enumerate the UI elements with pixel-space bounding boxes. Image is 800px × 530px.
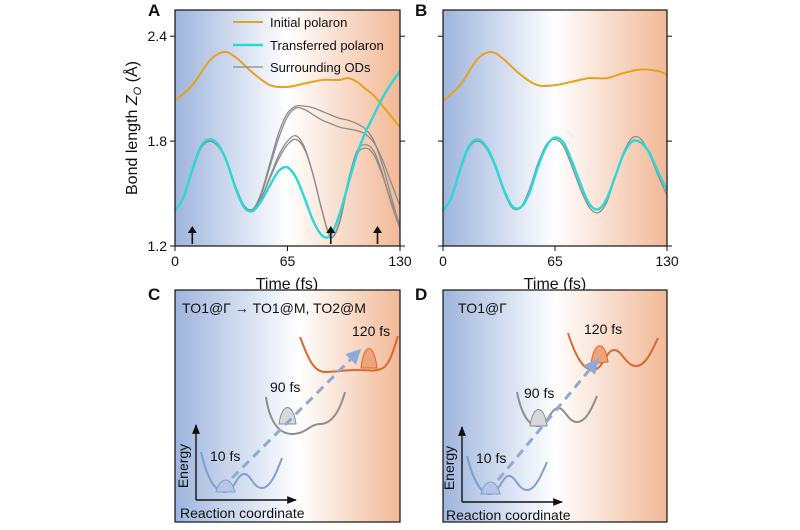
panel-d-wavepacket-10fs xyxy=(480,481,501,495)
panel-d-label-90fs: 90 fs xyxy=(524,385,554,401)
panel-c-frame xyxy=(174,289,401,523)
panel-a-xlabel: Time (fs) xyxy=(256,276,319,293)
panel-c-well-90fs xyxy=(265,391,346,436)
panel-label-a: A xyxy=(148,1,160,20)
time-marker-arrowhead xyxy=(187,226,197,233)
time-marker-arrowhead xyxy=(373,226,382,233)
panel-c-wavepacket-120fs xyxy=(360,348,378,369)
panel-a-ytick-label: 1.8 xyxy=(148,133,168,149)
panel-a-series-transferred-line xyxy=(173,70,401,239)
panel-c-title: TO1@Γ → TO1@M, TO2@M xyxy=(182,300,366,316)
panel-d-frame xyxy=(442,289,668,523)
panel-label-c: C xyxy=(148,285,160,304)
legend: Initial polaron Transferred polaron Surr… xyxy=(233,15,384,75)
panel-d: D TO1@Γ Energy Reaction coordinate 10 fs… xyxy=(415,285,668,523)
panel-c-label-90fs: 90 fs xyxy=(270,379,300,395)
panel-b-ticks: 0 65 130 xyxy=(438,35,679,269)
panel-d-label-10fs: 10 fs xyxy=(476,450,506,466)
panel-a-arrows xyxy=(187,226,382,244)
panel-b-series-transferred-line xyxy=(441,136,669,212)
panel-c-energy-label: Energy xyxy=(175,444,191,488)
panel-d-energy-label: Energy xyxy=(441,446,457,490)
panel-label-d: D xyxy=(415,285,427,304)
panel-a-ylabel: Bond length ZO (Å) xyxy=(122,61,144,195)
panel-d-background xyxy=(443,290,667,522)
panel-a-ticks: 0 65 130 1.2 1.8 2.4 xyxy=(148,28,412,269)
panel-b-xlabel: Time (fs) xyxy=(524,276,587,293)
legend-surrounding: Surrounding ODs xyxy=(270,60,371,75)
panel-c-label-10fs: 10 fs xyxy=(210,448,240,464)
panel-d-title: TO1@Γ xyxy=(458,300,507,316)
time-marker-arrowhead xyxy=(326,226,336,233)
panel-a-series xyxy=(173,50,401,239)
panel-a: 0 65 130 1.2 1.8 2.4 A Bond length ZO (Å) Tim… xyxy=(122,1,412,293)
panel-d-wavepacket-90fs xyxy=(529,409,548,427)
panel-a-xtick-label: 65 xyxy=(280,253,296,269)
panel-c-wavepacket-10fs xyxy=(215,479,236,493)
panel-c-reaction-label: Reaction coordinate xyxy=(180,505,305,521)
panel-c-well-120fs xyxy=(299,335,399,374)
panel-a-series-surrounding-line xyxy=(174,104,401,229)
panel-b-xtick-label: 0 xyxy=(439,253,447,269)
panel-b-xtick-label: 65 xyxy=(547,253,563,269)
panel-a-ytick-label: 1.2 xyxy=(148,238,168,254)
panel-label-b: B xyxy=(415,1,427,20)
panel-b-series-surrounding-line xyxy=(442,135,668,214)
panel-a-series-initial-line xyxy=(174,50,401,128)
panel-b-series xyxy=(441,50,669,214)
panel-d-transition-arrow xyxy=(496,358,599,481)
panel-c-label-120fs: 120 fs xyxy=(352,323,390,339)
panel-c: C TO1@Γ → TO1@M, TO2@M Energy Reaction c… xyxy=(148,285,401,523)
panel-a-xtick-label: 130 xyxy=(388,253,412,269)
panel-a-background xyxy=(175,10,400,246)
legend-transferred: Transferred polaron xyxy=(270,38,384,53)
panel-a-ytick-label: 2.4 xyxy=(148,28,168,44)
panel-d-reaction-label: Reaction coordinate xyxy=(446,507,571,523)
panel-b-background xyxy=(443,10,667,246)
panel-b: 0 65 130 B Time (fs) xyxy=(415,1,679,293)
panel-a-xtick-label: 0 xyxy=(171,253,179,269)
panel-d-label-120fs: 120 fs xyxy=(584,321,622,337)
panel-b-series-initial-line xyxy=(442,50,668,102)
legend-initial: Initial polaron xyxy=(270,15,347,30)
panel-b-xtick-label: 130 xyxy=(655,253,679,269)
